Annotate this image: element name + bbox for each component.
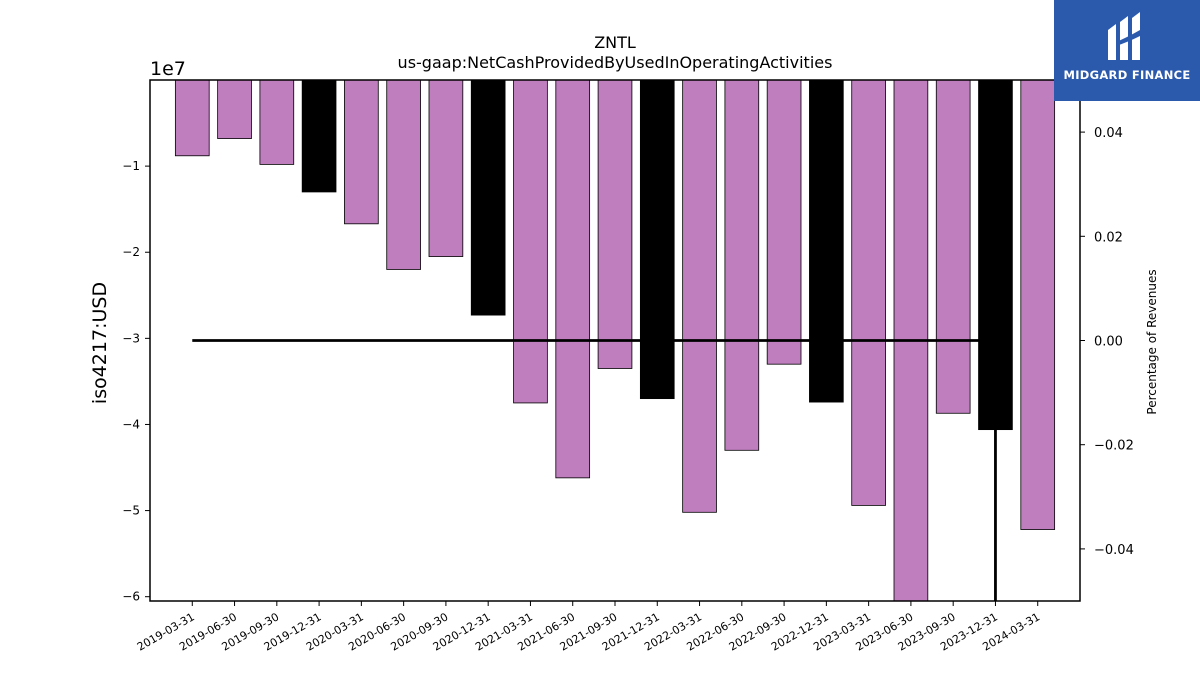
bar	[682, 79, 717, 513]
y2-tick-label: 0.02	[1094, 230, 1123, 245]
y-axis-label: iso4217:USD	[89, 282, 111, 404]
ratio-line	[192, 339, 997, 601]
midgard-finance-logo: MIDGARD FINANCE	[1054, 0, 1200, 101]
bar	[935, 79, 971, 414]
bar	[766, 79, 802, 365]
y-tick-label: −6	[122, 590, 140, 604]
midgard-logo-icon	[1108, 12, 1140, 60]
bar	[597, 79, 633, 369]
bar	[470, 79, 506, 316]
bar	[259, 79, 295, 165]
bar	[174, 79, 210, 157]
y-tick-label: −5	[122, 504, 140, 518]
ratio-line-group	[192, 339, 997, 601]
bar	[851, 79, 886, 506]
bar	[809, 79, 844, 403]
bar	[301, 79, 337, 193]
y-tick-label: −1	[122, 159, 140, 173]
y2-axis-label: Percentage of Revenues	[1145, 269, 1159, 414]
y2-tick-label: −0.04	[1094, 543, 1134, 558]
y-tick-label: −2	[122, 245, 140, 259]
y-tick-label: −3	[122, 331, 140, 345]
x-axis: 2019-03-312019-06-302019-09-302019-12-31…	[135, 601, 1042, 654]
bar	[386, 79, 421, 270]
chart-subtitle: us-gaap:NetCashProvidedByUsedInOperating…	[398, 53, 833, 72]
y-offset-label: 1e7	[150, 58, 186, 80]
plot-frame	[149, 79, 1081, 602]
bar	[639, 79, 675, 400]
y2-tick-label: 0.04	[1094, 126, 1123, 141]
bar	[344, 79, 379, 225]
y2-axis: 0.04 0.02 0.00 −0.02 −0.04	[1080, 126, 1134, 558]
y2-tick-label: −0.02	[1094, 439, 1134, 454]
y-axis: −1 −2 −3 −4 −5 −6	[122, 159, 150, 604]
bar	[724, 79, 760, 451]
bar	[513, 79, 548, 404]
bar	[1020, 79, 1056, 530]
bar	[217, 79, 252, 139]
bar	[428, 79, 464, 257]
y-tick-label: −4	[122, 417, 140, 431]
logo-text: MIDGARD FINANCE	[1063, 68, 1191, 82]
chart-title: ZNTL	[594, 33, 636, 52]
y2-tick-label: 0.00	[1094, 335, 1123, 350]
bar	[555, 79, 591, 479]
